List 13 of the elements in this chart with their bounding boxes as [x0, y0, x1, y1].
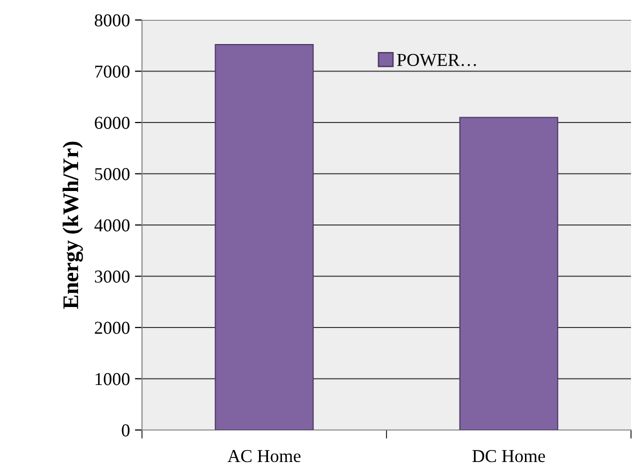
y-tick-label: 1000	[96, 373, 130, 386]
y-tick-label: 0	[122, 424, 130, 436]
legend-label: POWER…	[397, 54, 476, 66]
y-tick-label: 4000	[94, 219, 130, 232]
y-tick-label: 8000	[94, 14, 130, 26]
x-tick-label: DC Home	[472, 450, 545, 462]
y-tick-label: 6000	[94, 116, 130, 129]
x-tick-label: AC Home	[228, 450, 300, 462]
y-tick-label: 3000	[94, 270, 130, 283]
y-tick-label: 5000	[95, 168, 130, 180]
y-tick-label: 7000	[95, 66, 130, 78]
y-axis-title: Energy (kWh/Yr)	[62, 142, 83, 309]
y-tick-label: 2000	[94, 322, 130, 334]
